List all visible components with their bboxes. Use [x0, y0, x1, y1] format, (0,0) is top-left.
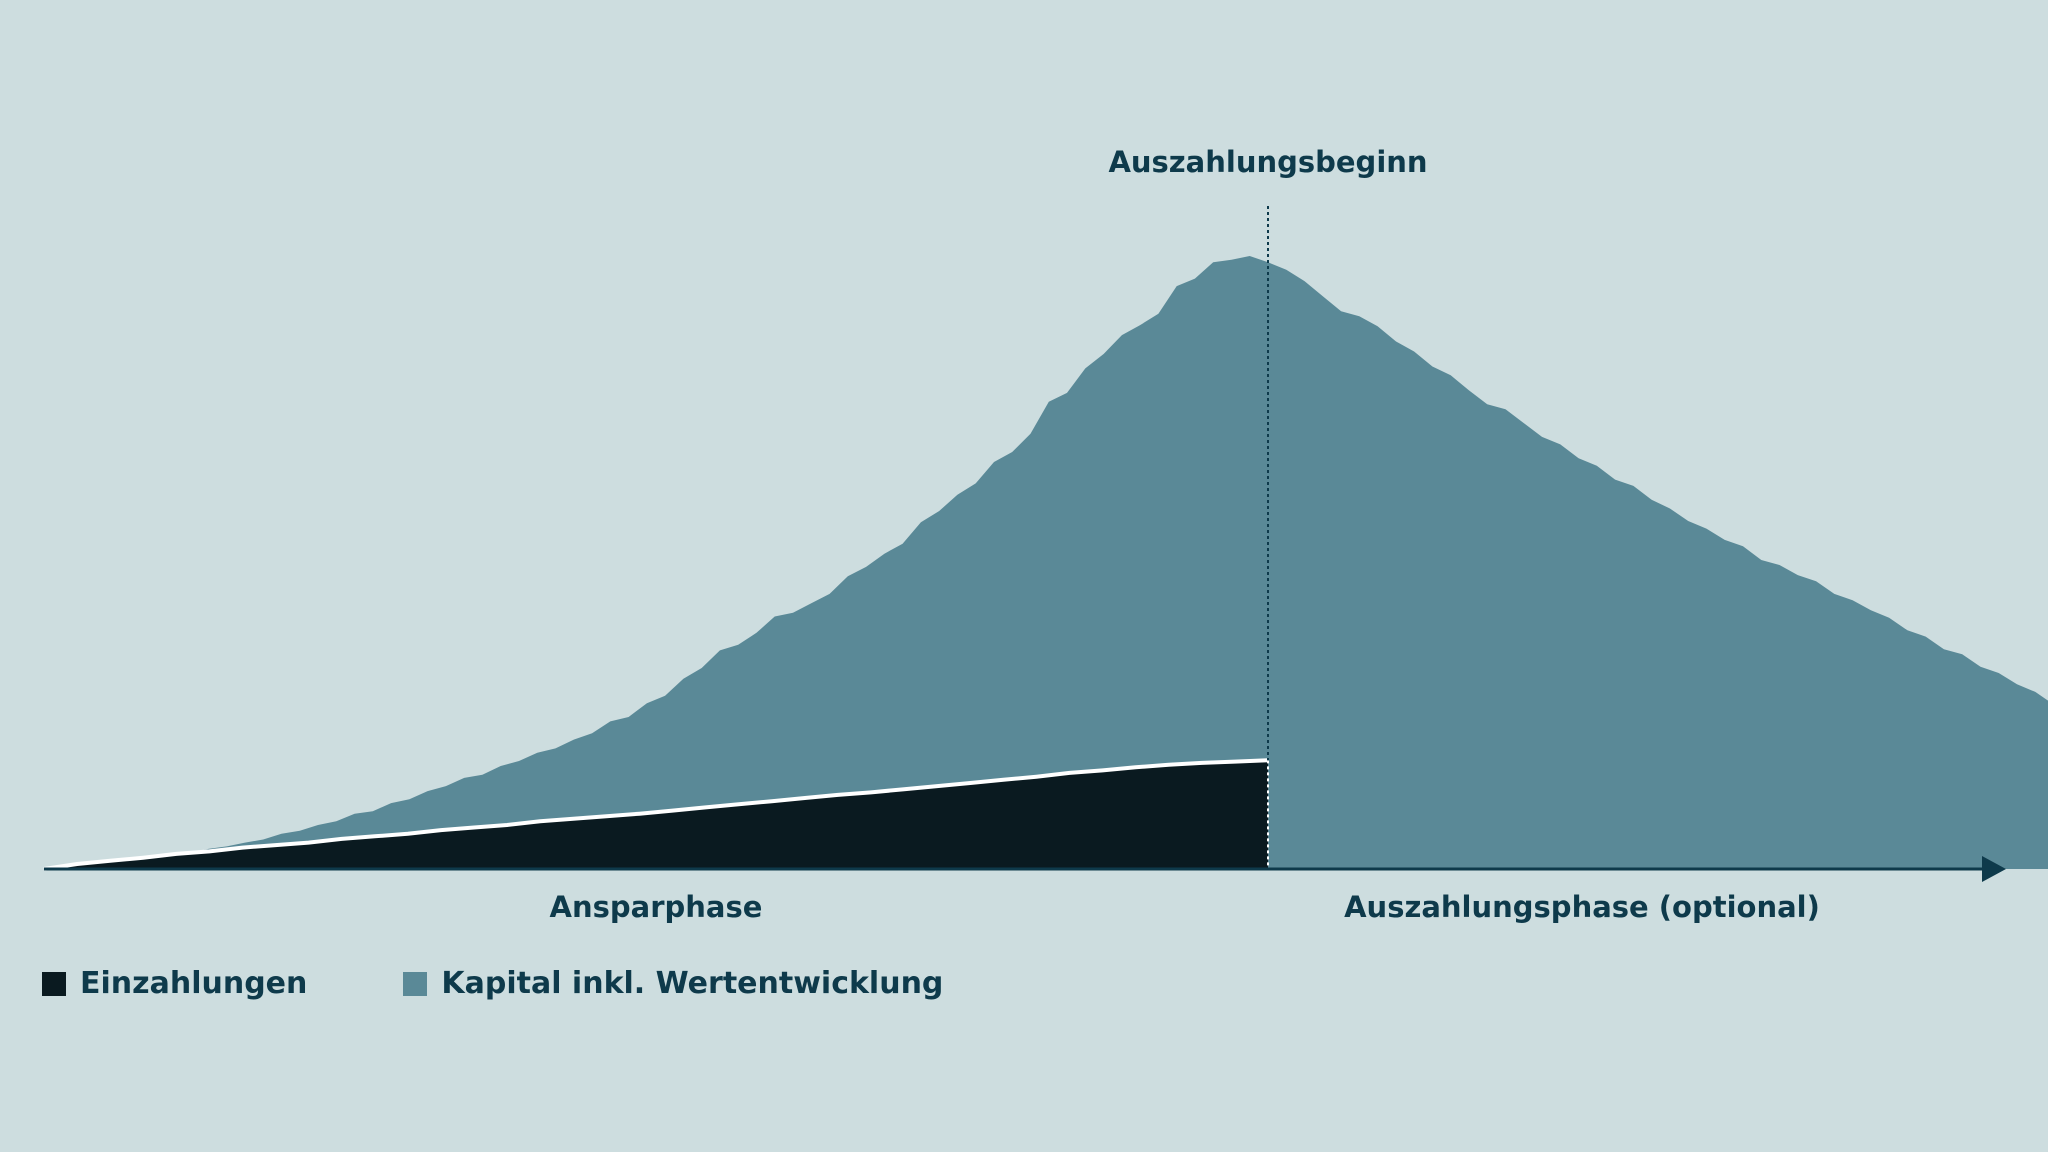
ansparphase-label: Ansparphase: [550, 890, 763, 924]
legend-label-kapital: Kapital inkl. Wertentwicklung: [441, 966, 944, 1001]
x-axis-arrow-icon: [1982, 856, 2006, 882]
kapital-area: [44, 256, 2048, 869]
auszahlungsbeginn-label: Auszahlungsbeginn: [1108, 145, 1427, 179]
legend-label-einzahlungen: Einzahlungen: [80, 966, 308, 1001]
legend: Einzahlungen Kapital inkl. Wertentwicklu…: [42, 966, 1039, 1001]
legend-swatch-einzahlungen: [42, 971, 66, 996]
einzahlungen-separator-line: [43, 758, 1269, 871]
legend-item-kapital: Kapital inkl. Wertentwicklung: [403, 966, 943, 1001]
auszahlungsphase-label: Auszahlungsphase (optional): [1344, 890, 1820, 924]
einzahlungen-area: [44, 760, 1268, 869]
legend-item-einzahlungen: Einzahlungen: [42, 966, 307, 1001]
legend-swatch-kapital: [403, 971, 428, 996]
